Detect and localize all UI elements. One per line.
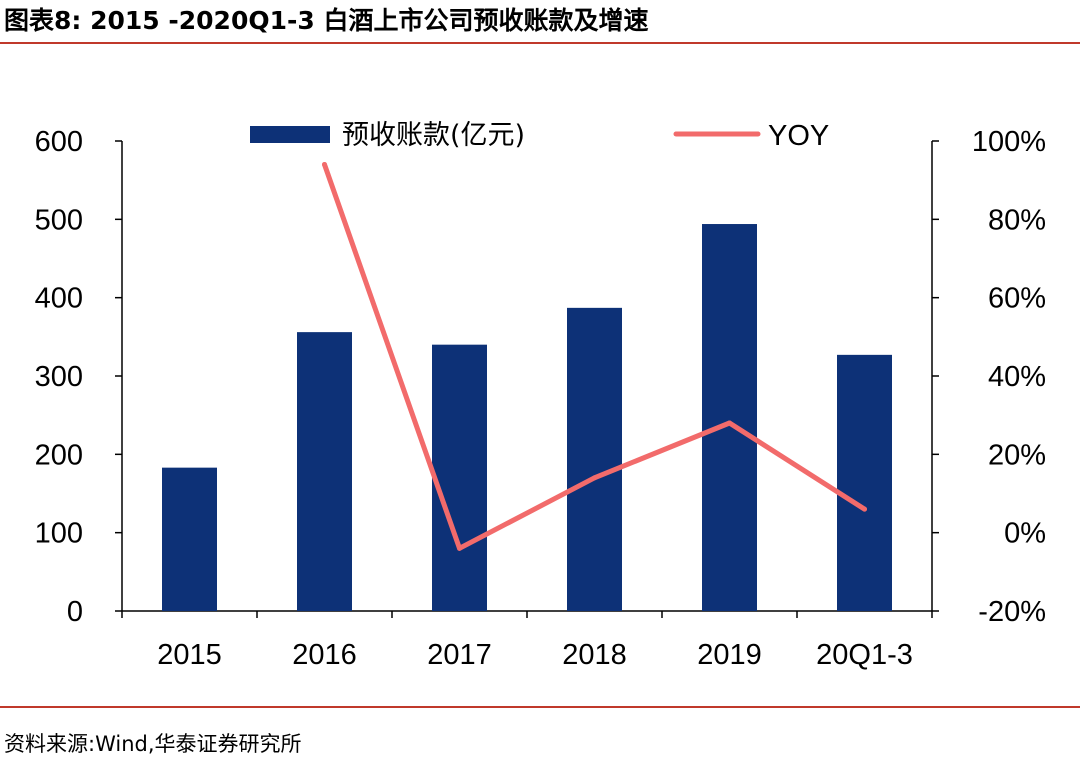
- right-tick-label: 100%: [972, 126, 1046, 158]
- right-tick-label: 60%: [988, 283, 1046, 315]
- bar: [432, 344, 487, 611]
- left-tick-label: 0: [67, 596, 83, 628]
- yoy-point: [322, 162, 327, 167]
- left-tick-label: 200: [35, 439, 83, 471]
- yoy-point: [592, 475, 597, 481]
- x-tick-label: 2016: [292, 639, 357, 671]
- left-tick-label: 400: [35, 283, 83, 315]
- title-divider: [0, 42, 1080, 44]
- right-tick-label: 40%: [988, 361, 1046, 393]
- left-tick-label: 600: [35, 126, 83, 158]
- bar: [297, 332, 352, 611]
- bar: [702, 224, 757, 612]
- x-axis: 2015 2016 2017 2018 2019 20Q1-3: [121, 610, 933, 671]
- yoy-point: [457, 545, 462, 551]
- right-y-axis: -20% 0% 20% 40% 60% 80% 100%: [931, 126, 1046, 628]
- legend-bar-label: 预收账款(亿元): [342, 120, 525, 151]
- left-tick-label: 500: [35, 204, 83, 236]
- legend-bar-swatch: [250, 126, 330, 143]
- right-tick-label: -20%: [978, 596, 1046, 628]
- left-y-axis: 0 100 200 300 400 500 600: [35, 126, 123, 628]
- left-tick-label: 300: [35, 361, 83, 393]
- bar: [162, 467, 217, 611]
- right-tick-label: 80%: [988, 204, 1046, 236]
- yoy-line-series: [322, 162, 867, 551]
- footer-divider: [0, 706, 1080, 708]
- bar: [567, 307, 622, 611]
- bar-series: [162, 224, 892, 612]
- combo-chart: 0 100 200 300 400 500 600 -20% 0% 20% 40% 60% 80% 10…: [35, 120, 1046, 671]
- yoy-point: [862, 506, 867, 512]
- source-note: 资料来源:Wind,华泰证券研究所: [4, 732, 302, 756]
- yoy-point: [727, 420, 732, 426]
- bar: [837, 354, 892, 611]
- right-tick-label: 20%: [988, 439, 1046, 471]
- legend: 预收账款(亿元) YOY: [250, 120, 829, 152]
- x-tick-label: 2015: [157, 639, 222, 671]
- right-tick-label: 0%: [1004, 518, 1046, 550]
- x-tick-label: 2017: [427, 639, 492, 671]
- legend-line-label: YOY: [768, 120, 829, 152]
- x-tick-label: 20Q1-3: [816, 639, 913, 671]
- x-tick-label: 2018: [562, 639, 627, 671]
- chart-title: 图表8: 2015 -2020Q1-3 白酒上市公司预收账款及增速: [4, 6, 649, 35]
- left-tick-label: 100: [35, 518, 83, 550]
- x-tick-label: 2019: [697, 639, 762, 671]
